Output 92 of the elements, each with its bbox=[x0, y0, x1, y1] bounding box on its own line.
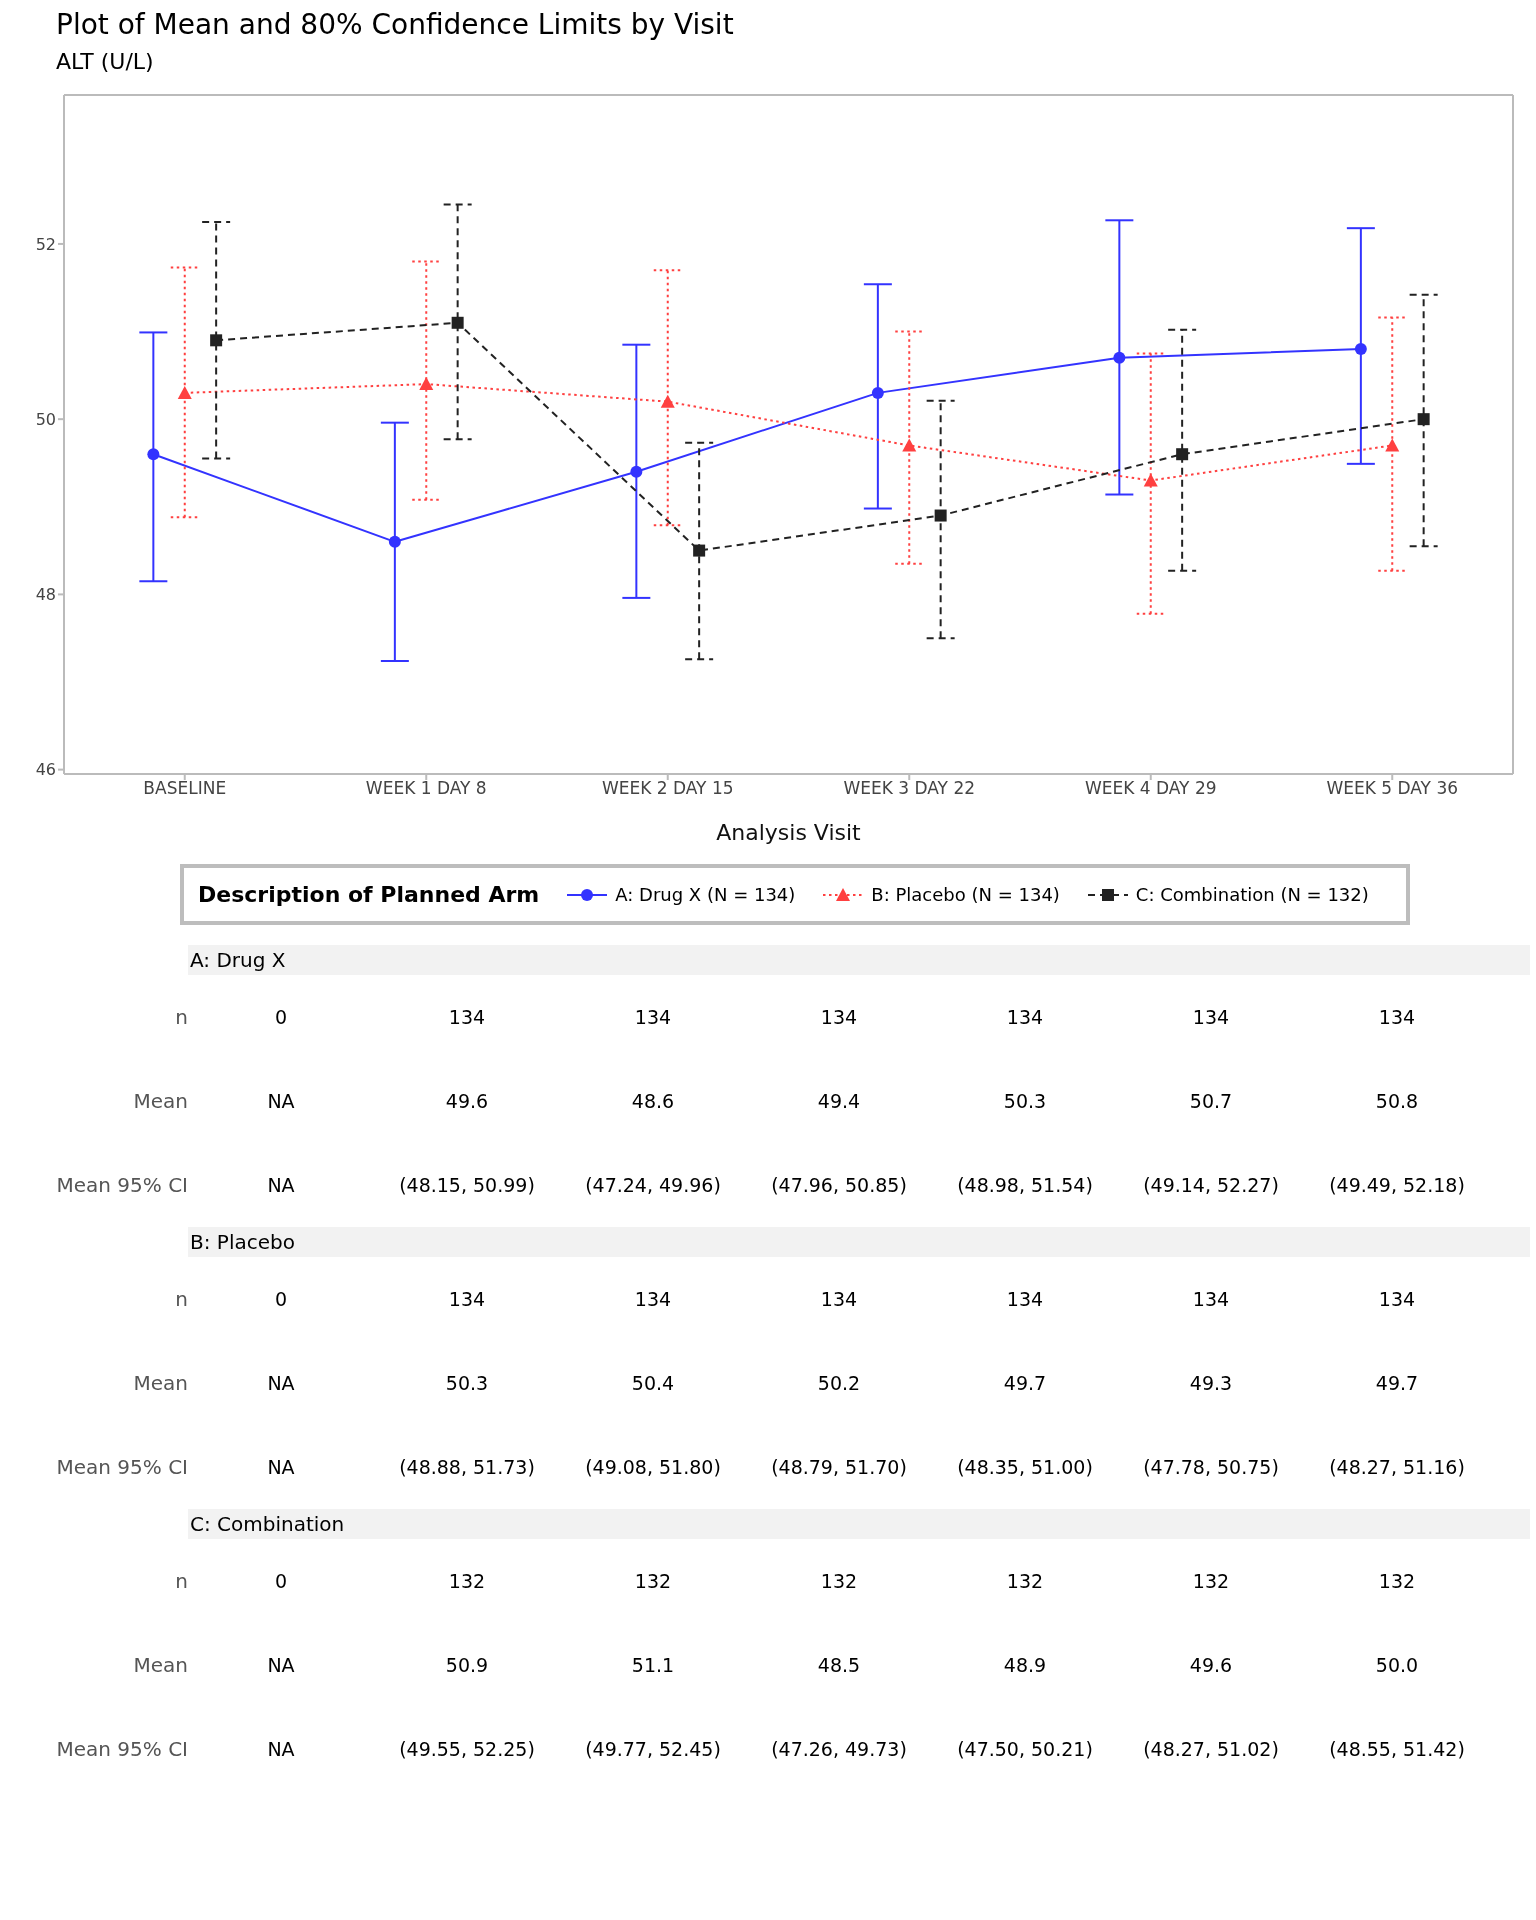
text: NA bbox=[266, 1090, 296, 1112]
text: (48.15, 50.99) bbox=[398, 1174, 536, 1196]
text: 132 bbox=[634, 1570, 672, 1592]
x-tick-label: WEEK 2 DAY 15 bbox=[601, 778, 734, 799]
text: (47.26, 49.73) bbox=[770, 1738, 908, 1760]
text: NA bbox=[267, 1456, 295, 1478]
text: Mean 95% CI bbox=[56, 1737, 188, 1761]
text: n bbox=[174, 1005, 188, 1029]
chart-title: Plot of Mean and 80% Confidence Limits by Visit bbox=[56, 8, 735, 41]
text: Mean 95% CI bbox=[56, 1455, 188, 1479]
text: 49.6 bbox=[444, 1090, 490, 1112]
text: n bbox=[175, 1569, 188, 1593]
text: 134 bbox=[1006, 1288, 1044, 1310]
text: 134 bbox=[1378, 1006, 1416, 1028]
text: 48.9 bbox=[1002, 1654, 1048, 1676]
text: 50.4 bbox=[630, 1372, 676, 1394]
text: (49.55, 52.25) bbox=[398, 1738, 536, 1760]
text: A: Drug X bbox=[188, 945, 1530, 975]
text: 134 bbox=[448, 1288, 486, 1310]
text: (48.98, 51.54) bbox=[956, 1174, 1094, 1196]
text: 132 bbox=[1378, 1570, 1416, 1592]
text: 0 bbox=[273, 1006, 289, 1028]
text: n bbox=[175, 1287, 188, 1311]
x-tick-label: WEEK 4 DAY 29 bbox=[1084, 778, 1217, 799]
text: (47.78, 50.75) bbox=[1142, 1456, 1280, 1478]
text: NA bbox=[267, 1372, 295, 1394]
text: Mean bbox=[133, 1371, 188, 1395]
text: 50.3 bbox=[1002, 1090, 1048, 1112]
text: Mean bbox=[132, 1089, 188, 1113]
text: 132 bbox=[1006, 1570, 1044, 1592]
text: 49.7 bbox=[1002, 1372, 1048, 1394]
x-axis-title: Analysis Visit bbox=[716, 820, 862, 845]
text: Mean bbox=[133, 1653, 188, 1677]
text: 134 bbox=[1378, 1288, 1416, 1310]
x-tick-label: WEEK 3 DAY 22 bbox=[843, 778, 976, 799]
text: 49.7 bbox=[1374, 1372, 1420, 1394]
text: (47.24, 49.96) bbox=[584, 1174, 722, 1196]
text: (49.77, 52.45) bbox=[584, 1738, 722, 1760]
x-tick-label: WEEK 1 DAY 8 bbox=[365, 778, 487, 799]
text: 49.6 bbox=[1188, 1654, 1234, 1676]
text: 132 bbox=[1192, 1570, 1230, 1592]
text: (48.88, 51.73) bbox=[398, 1456, 536, 1478]
text: NA bbox=[267, 1654, 295, 1676]
x-tick-label: BASELINE bbox=[143, 778, 227, 799]
text: 134 bbox=[447, 1006, 487, 1028]
text: (49.08, 51.80) bbox=[584, 1456, 722, 1478]
text: 48.6 bbox=[630, 1090, 676, 1112]
y-tick-label: 52 bbox=[35, 234, 56, 254]
text: 51.1 bbox=[630, 1654, 676, 1676]
text: 134 bbox=[820, 1288, 858, 1310]
y-tick-label: 46 bbox=[35, 760, 56, 780]
text: (47.50, 50.21) bbox=[956, 1738, 1094, 1760]
text: 50.2 bbox=[816, 1372, 862, 1394]
text: 50.8 bbox=[1374, 1090, 1420, 1112]
text: C: Combination bbox=[188, 1509, 1530, 1539]
y-tick-label: 50 bbox=[35, 409, 56, 429]
text: 134 bbox=[1192, 1006, 1230, 1028]
text: (48.27, 51.02) bbox=[1142, 1738, 1280, 1760]
text: NA bbox=[267, 1738, 295, 1760]
text: 134 bbox=[634, 1288, 672, 1310]
text: 50.0 bbox=[1374, 1654, 1420, 1676]
text: B: Placebo bbox=[188, 1227, 1530, 1257]
text: 134 bbox=[1192, 1288, 1230, 1310]
text: 50.9 bbox=[444, 1654, 490, 1676]
text: 134 bbox=[1006, 1006, 1044, 1028]
text: 132 bbox=[447, 1570, 487, 1592]
text: 0 bbox=[274, 1570, 288, 1592]
text: 49.4 bbox=[816, 1090, 862, 1112]
text: NA bbox=[267, 1174, 295, 1196]
text: Mean 95% CI bbox=[55, 1173, 188, 1197]
text: 49.3 bbox=[1188, 1372, 1234, 1394]
text: (49.14, 52.27) bbox=[1142, 1174, 1280, 1196]
y-tick-label: 48 bbox=[35, 585, 56, 605]
text: 132 bbox=[820, 1570, 858, 1592]
chart-subtitle: ALT (U/L) bbox=[56, 49, 155, 74]
text: (49.49, 52.18) bbox=[1328, 1174, 1466, 1196]
legend-label: A: Drug X (N = 134) bbox=[614, 883, 796, 907]
legend-label: B: Placebo (N = 134) bbox=[870, 883, 1060, 907]
text: 134 bbox=[820, 1006, 858, 1028]
x-tick-label: WEEK 5 DAY 36 bbox=[1326, 778, 1459, 799]
text: 0 bbox=[274, 1288, 288, 1310]
text: (48.79, 51.70) bbox=[770, 1456, 908, 1478]
legend-title: Description of Planned Arm bbox=[198, 882, 540, 907]
text: (48.55, 51.42) bbox=[1328, 1738, 1466, 1760]
text: 48.5 bbox=[816, 1654, 862, 1676]
legend-label: C: Combination (N = 132) bbox=[1134, 883, 1369, 907]
text: 134 bbox=[633, 1006, 673, 1028]
text: (47.96, 50.85) bbox=[770, 1174, 908, 1196]
text: 50.3 bbox=[444, 1372, 490, 1394]
text: (48.27, 51.16) bbox=[1328, 1456, 1466, 1478]
text: 50.7 bbox=[1188, 1090, 1234, 1112]
text: (48.35, 51.00) bbox=[956, 1456, 1094, 1478]
